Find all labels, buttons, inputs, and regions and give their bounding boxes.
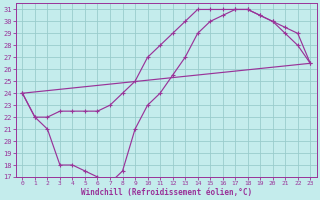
X-axis label: Windchill (Refroidissement éolien,°C): Windchill (Refroidissement éolien,°C)	[81, 188, 252, 197]
